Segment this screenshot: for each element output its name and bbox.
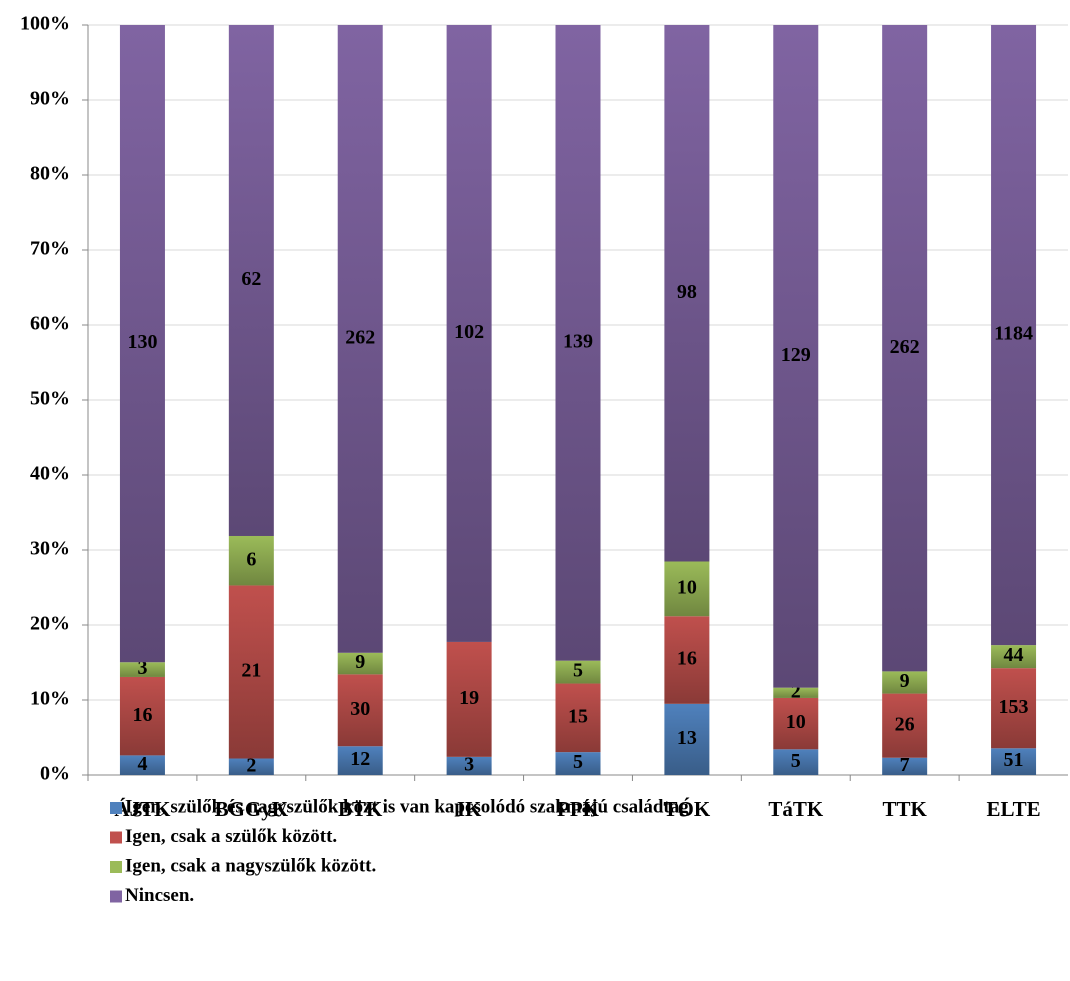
data-label: 10 — [786, 711, 806, 733]
y-tick-label: 40% — [30, 463, 70, 485]
data-label: 26 — [895, 713, 915, 735]
data-label: 16 — [677, 648, 697, 670]
data-label: 3 — [137, 657, 147, 679]
data-label: 262 — [890, 336, 920, 358]
y-tick-label: 90% — [30, 88, 70, 110]
data-label: 5 — [791, 750, 801, 772]
legend-label: Igen, csak a szülők között. — [125, 826, 337, 847]
bar-segment — [119, 25, 165, 663]
data-label: 9 — [355, 651, 365, 673]
data-label: 1184 — [994, 323, 1033, 345]
y-tick-label: 80% — [30, 163, 70, 185]
y-tick-label: 0% — [40, 763, 70, 785]
data-label: 10 — [677, 576, 697, 598]
x-tick-label: PPK — [557, 797, 600, 821]
data-label: 21 — [241, 660, 261, 682]
legend-swatch — [110, 861, 122, 873]
bar-segment — [773, 749, 819, 775]
data-label: 2 — [246, 754, 256, 776]
bar-segment — [664, 703, 710, 775]
data-label: 129 — [781, 344, 811, 366]
bar-segment — [446, 641, 492, 757]
bar-segment — [228, 535, 274, 586]
bar-segment — [119, 676, 165, 756]
bar-segment — [991, 748, 1037, 775]
bar-segment — [446, 25, 492, 642]
data-label: 44 — [1004, 644, 1024, 666]
bar-segment — [991, 645, 1037, 669]
legend-label: Igen, csak a nagyszülők között. — [125, 855, 376, 876]
data-label: 6 — [246, 548, 256, 570]
legend-swatch — [110, 831, 122, 844]
bar-segment — [119, 755, 165, 775]
data-label: 98 — [677, 281, 697, 303]
x-tick-label: BGGyK — [215, 797, 289, 821]
data-label: 139 — [563, 330, 593, 352]
x-tick-label: ELTE — [987, 797, 1041, 821]
bar-segment — [555, 752, 601, 775]
y-tick-label: 60% — [30, 313, 70, 335]
data-label: 153 — [999, 696, 1029, 718]
x-tick-label: BTK — [338, 797, 383, 821]
bar-segment — [337, 746, 383, 775]
bar-segment — [119, 662, 165, 677]
data-label: 7 — [900, 754, 910, 776]
data-label: 4 — [137, 753, 147, 775]
data-label: 19 — [459, 687, 479, 709]
data-label: 12 — [350, 748, 370, 770]
y-tick-label: 10% — [30, 688, 70, 710]
y-tick-label: 30% — [30, 538, 70, 560]
y-tick-label: 70% — [30, 238, 70, 260]
bar-segment — [664, 616, 710, 704]
bar-segment — [555, 25, 601, 661]
bar-segment — [882, 671, 928, 694]
x-tick-label: TÓK — [664, 797, 711, 821]
bar-segment — [664, 561, 710, 617]
data-label: 102 — [454, 321, 484, 343]
bar-segment — [446, 756, 492, 775]
data-label: 3 — [464, 754, 474, 776]
data-label: 51 — [1004, 749, 1024, 771]
data-label: 15 — [568, 705, 588, 727]
bar-segment — [555, 660, 601, 684]
legend-swatch — [110, 890, 122, 903]
data-label: 30 — [350, 698, 370, 720]
y-tick-label: 50% — [30, 388, 70, 410]
y-tick-label: 20% — [30, 613, 70, 635]
x-tick-label: TTK — [882, 797, 927, 821]
bar-segment — [228, 758, 274, 775]
x-tick-label: IK — [457, 797, 482, 821]
bar-segment — [882, 25, 928, 672]
x-tick-label: ÁJTK — [114, 797, 171, 821]
bar-segment — [882, 693, 928, 758]
bar-segment — [664, 25, 710, 562]
bar-segment — [337, 25, 383, 653]
data-label: 16 — [132, 704, 152, 726]
bar-segment — [882, 757, 928, 775]
bar-segment — [773, 687, 819, 698]
legend-label: Igen, szülők és nagyszülők közt is van k… — [125, 796, 694, 817]
legend-label: Nincsen. — [125, 885, 194, 906]
bar-segment — [555, 683, 601, 753]
data-label: 5 — [573, 751, 583, 773]
bar-segment — [773, 697, 819, 750]
x-tick-label: TáTK — [768, 797, 824, 821]
data-label: 62 — [241, 268, 261, 290]
y-tick-label: 100% — [20, 13, 70, 35]
bar-segment — [228, 25, 274, 536]
data-label: 2 — [791, 680, 801, 702]
data-label: 13 — [677, 727, 697, 749]
data-label: 9 — [900, 670, 910, 692]
bar-segment — [337, 652, 383, 675]
bar-segment — [991, 25, 1037, 646]
data-label: 130 — [127, 331, 157, 353]
data-label: 5 — [573, 660, 583, 682]
bar-segment — [991, 668, 1037, 749]
bar-segment — [773, 25, 819, 688]
legend-swatch — [110, 802, 122, 814]
bar-segment — [337, 674, 383, 747]
bar-segment — [228, 585, 274, 759]
data-label: 262 — [345, 326, 375, 348]
